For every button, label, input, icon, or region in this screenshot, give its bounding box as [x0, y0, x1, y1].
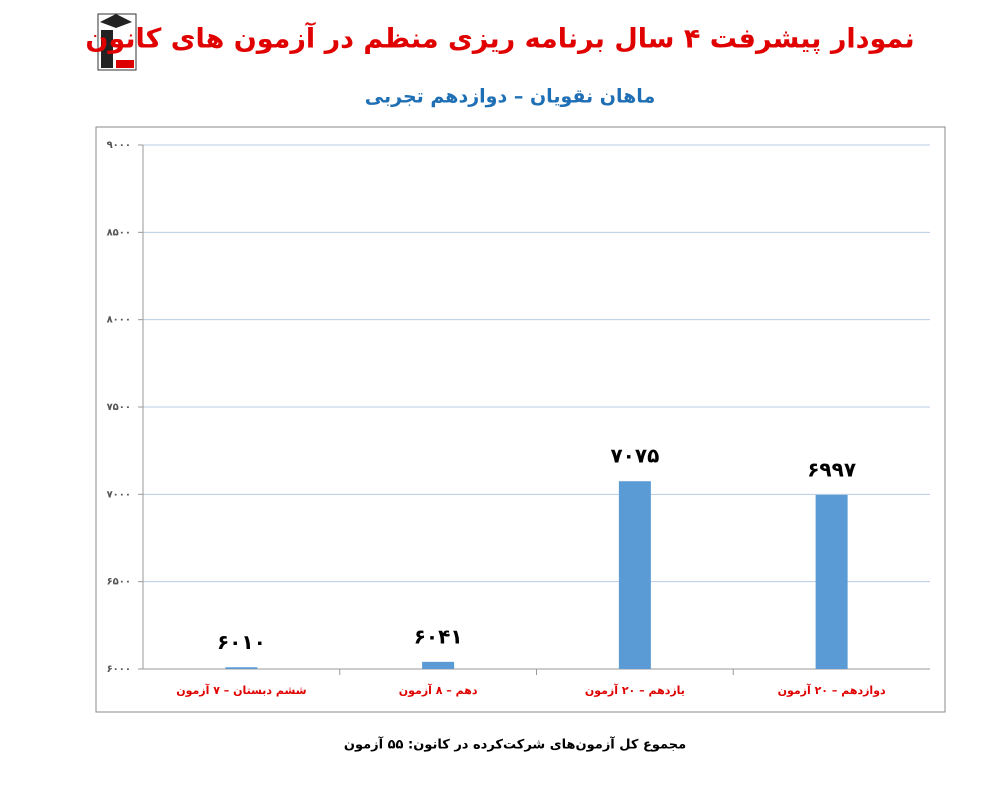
- y-tick-label: ۹۰۰۰: [107, 140, 131, 151]
- bar: [618, 481, 651, 669]
- bar: [422, 661, 455, 669]
- y-tick-label: ۶۰۰۰: [107, 664, 131, 675]
- x-tick-label: دوازدهم – ۲۰ آزمون: [778, 683, 886, 697]
- data-label: ۶۹۹۷: [807, 457, 856, 481]
- bar: [815, 494, 848, 669]
- chart-title: نمودار پیشرفت ۴ سال برنامه ریزی منظم در …: [85, 22, 914, 55]
- logo: [97, 13, 137, 71]
- data-label: ۶۰۴۱: [414, 624, 463, 648]
- y-tick-label: ۷۵۰۰: [107, 402, 131, 413]
- y-tick-label: ۸۵۰۰: [107, 227, 131, 238]
- y-tick-label: ۷۰۰۰: [107, 489, 131, 500]
- annotation: مجموع کل آزمون‌های شرکت‌کرده در کانون: ۵…: [344, 736, 686, 753]
- chart-subtitle: ماهان نقویان – دوازدهم تجربی: [365, 86, 655, 108]
- plot-frame: [95, 126, 946, 713]
- y-tick-label: ۶۵۰۰: [107, 577, 131, 588]
- data-label: ۷۰۷۵: [610, 444, 659, 468]
- bar: [225, 667, 258, 669]
- y-tick-label: ۸۰۰۰: [107, 315, 131, 326]
- x-tick-label: ششم دبستان – ۷ آزمون: [176, 683, 306, 697]
- data-label: ۶۰۱۰: [217, 630, 266, 654]
- x-tick-label: دهم – ۸ آزمون: [399, 683, 478, 697]
- x-tick-label: یازدهم – ۲۰ آزمون: [585, 683, 685, 697]
